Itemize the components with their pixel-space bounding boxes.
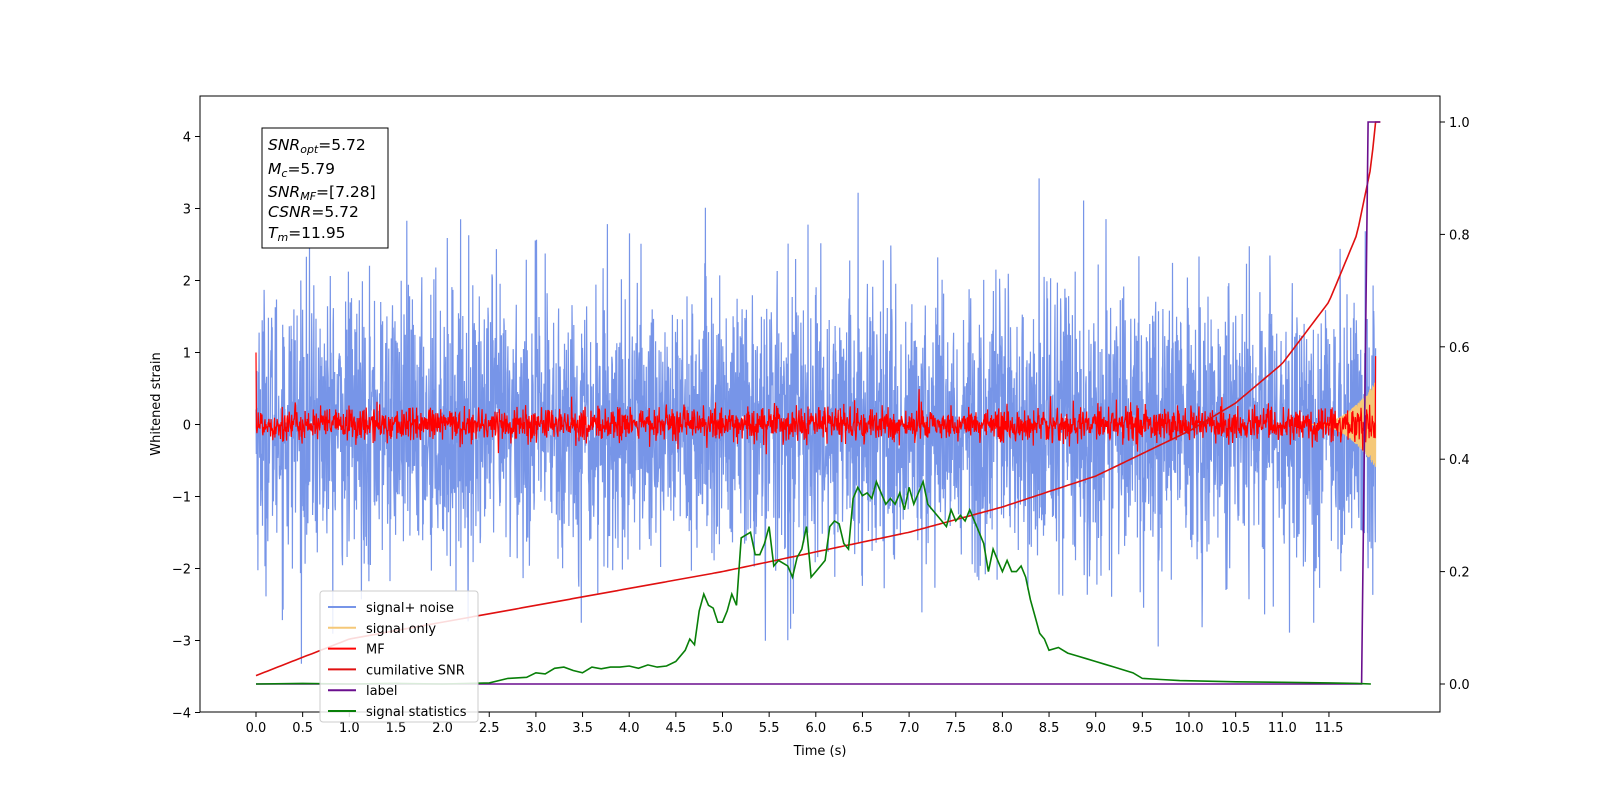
y-left-tick-label: 0 [183,419,191,434]
x-tick-label: 4.0 [619,721,640,736]
x-axis: 0.0 0.5 1.0 1.5 2.0 2.5 3.0 3.5 4.0 4.5 5.0 5.5 6.0 6… [246,712,1343,736]
x-tick-label: 9.5 [1132,721,1153,736]
x-tick-label: 2.0 [432,721,453,736]
x-tick-label: 10.5 [1221,721,1250,736]
annotation-snr-opt: SNRopt=5.72 [268,136,366,156]
series-signal-statistics-line [255,479,1371,685]
annotation-snr-mf: SNRMF=[7.28] [268,183,376,203]
y-right-tick-label: 0.8 [1449,228,1470,243]
x-tick-label: 1.0 [339,721,360,736]
y-axis-label: Whitened strain [149,352,164,455]
x-tick-label: 8.5 [1039,721,1060,736]
annotation-frame [261,127,389,249]
series-mf-line [255,352,1377,455]
y-right-tick-label: 1.0 [1449,116,1470,131]
annotation-tm: Tm=11.95 [268,224,346,244]
x-tick-label: 6.0 [805,721,826,736]
x-tick-label: 11.5 [1314,721,1343,736]
x-tick-label: 0.5 [292,721,313,736]
x-tick-label: 8.0 [992,721,1013,736]
annotation-csnr: CSNR=5.72 [268,203,359,221]
x-tick-label: 0.0 [246,721,267,736]
x-tick-label: 7.5 [945,721,966,736]
y-left-tick-label: −4 [172,707,191,722]
y-left-tick-label: −3 [172,635,191,650]
series-signal-noise-line [255,178,1377,664]
y-left-tick-label: −2 [172,563,191,578]
x-tick-label: 6.5 [852,721,873,736]
y-right-tick-label: 0.0 [1449,678,1470,693]
x-tick-label: 3.0 [526,721,547,736]
annotation-mc: Mc=5.79 [268,160,335,180]
x-tick-label: 5.0 [712,721,733,736]
stats-annotation-box: SNRopt=5.72 Mc=5.79 SNRMF=[7.28] CSNR=5.… [261,127,389,249]
x-tick-label: 10.0 [1175,721,1204,736]
x-tick-label: 7.0 [899,721,920,736]
x-tick-label: 11.0 [1268,721,1297,736]
legend-label-signal-statistics: signal statistics [366,705,467,720]
y-left-tick-label: −1 [172,491,191,506]
y-right-tick-label: 0.6 [1449,341,1470,356]
legend: signal+ noise signal only MF cumilative SNR… [319,590,479,723]
y-left-tick-label: 4 [183,131,191,146]
x-tick-label: 9.0 [1085,721,1106,736]
x-axis-label: Time (s) [793,744,847,759]
y-left-tick-label: 3 [183,203,191,218]
y-left-tick-label: 1 [183,347,191,362]
y-axis-left: −4 −3 −2 −1 0 1 2 3 4 [172,131,200,722]
legend-label-mf: MF [366,643,385,658]
x-tick-label: 5.5 [759,721,780,736]
x-tick-label: 1.5 [386,721,407,736]
legend-label-cumilative-snr: cumilative SNR [366,663,465,678]
y-right-tick-label: 0.4 [1449,453,1470,468]
x-tick-label: 2.5 [479,721,500,736]
legend-label-signal-noise: signal+ noise [366,601,454,616]
y-axis-right: 0.0 0.2 0.4 0.6 0.8 1.0 [1440,116,1470,693]
x-tick-label: 3.5 [572,721,593,736]
plot-frame [199,95,1441,713]
legend-label-label: label [366,684,397,699]
legend-label-signal-only: signal only [366,622,436,637]
legend-frame [319,590,479,723]
y-right-tick-label: 0.2 [1449,566,1470,581]
y-left-tick-label: 2 [183,275,191,290]
x-tick-label: 4.5 [666,721,687,736]
series-label-line [256,121,1381,685]
